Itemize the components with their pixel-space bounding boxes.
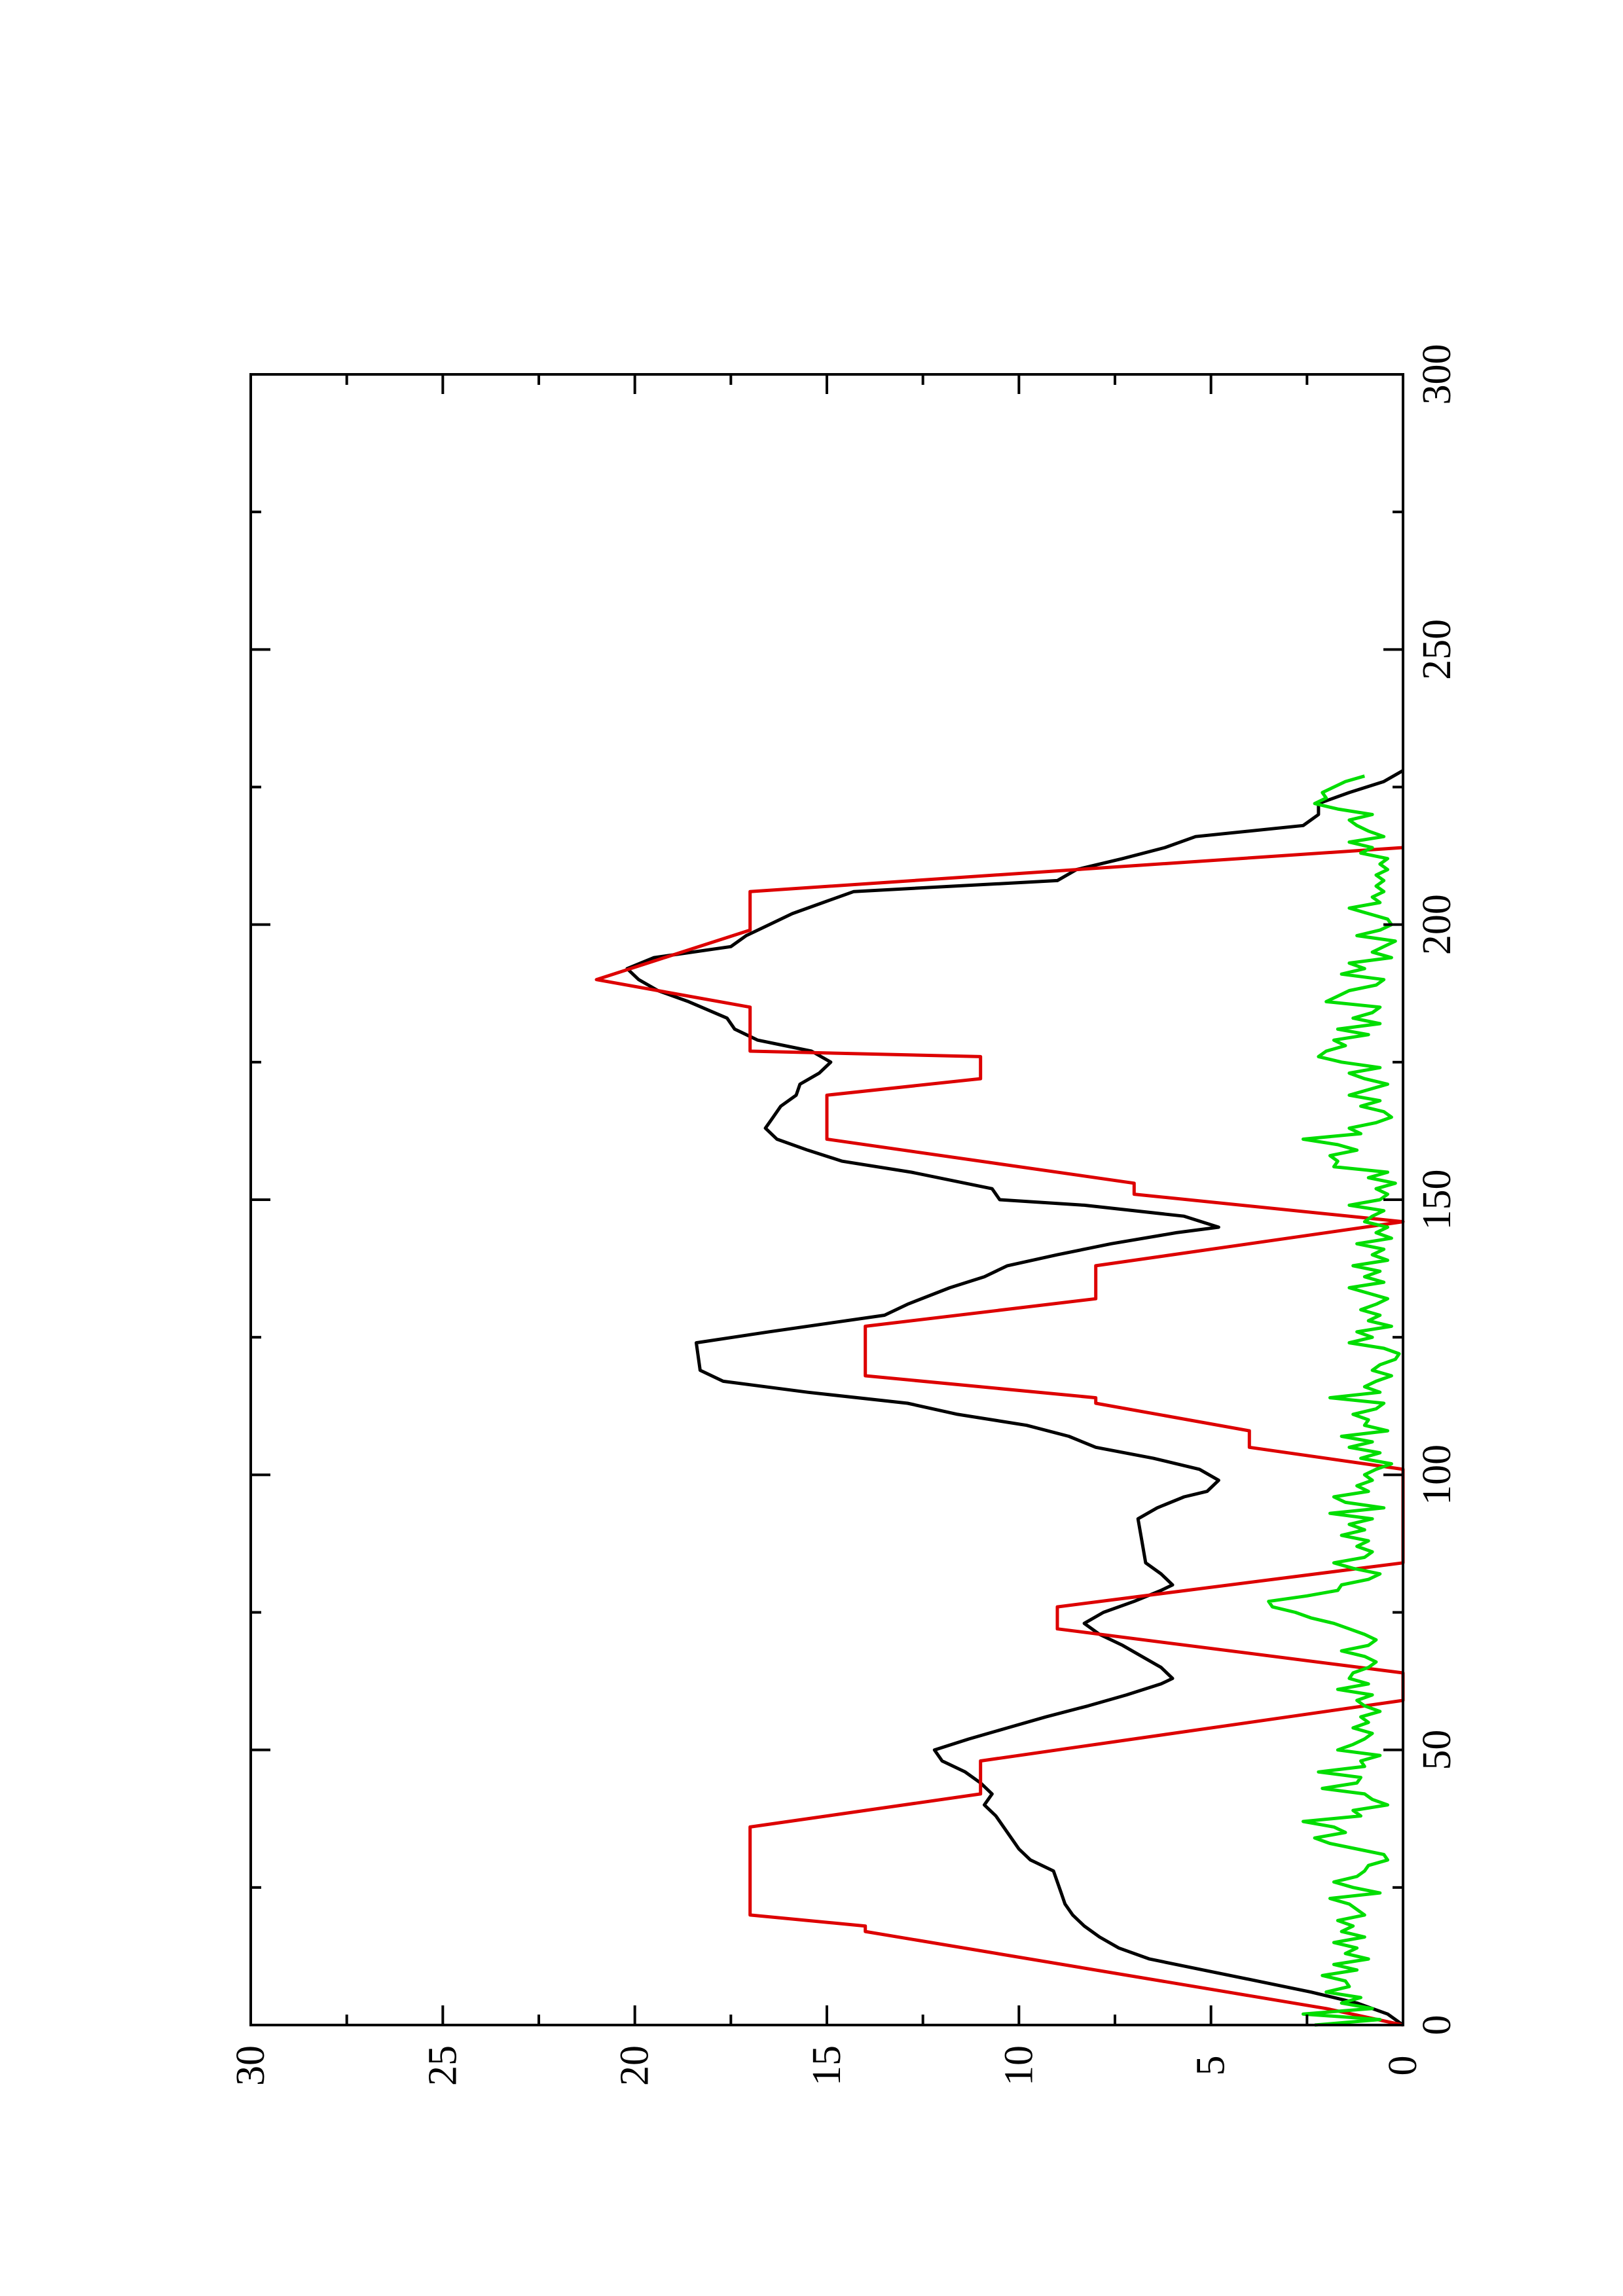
plot-frame: [249, 373, 1404, 2026]
series-line-2: [594, 846, 1405, 2027]
x-tick-label: 0: [1415, 2015, 1459, 2036]
x-tick-label: 50: [1415, 1730, 1459, 1770]
x-tick-label: 300: [1415, 344, 1459, 405]
x-tick-label: 250: [1415, 619, 1459, 680]
series-lines: [594, 769, 1405, 2027]
y-tick-label: 20: [613, 2045, 657, 2086]
x-tick-label: 100: [1415, 1444, 1459, 1505]
x-tick-label: 200: [1415, 894, 1459, 955]
y-tick-label: 10: [996, 2045, 1041, 2086]
tick-labels: 0 50 100 150 200 250 300 0 5 10 15 20 25 30: [228, 344, 1459, 2087]
y-tick-label: 25: [420, 2045, 465, 2086]
tick-marks: [249, 373, 1404, 2026]
y-tick-label: 15: [805, 2045, 849, 2086]
series-line-1: [625, 769, 1404, 2027]
y-tick-label: 5: [1189, 2056, 1233, 2076]
series-line-3: [1267, 774, 1401, 2027]
y-tick-label: 30: [228, 2045, 273, 2086]
y-tick-label: 0: [1381, 2056, 1425, 2076]
x-tick-label: 150: [1415, 1170, 1459, 1230]
